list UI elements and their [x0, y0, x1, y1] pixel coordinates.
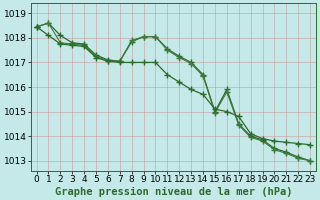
X-axis label: Graphe pression niveau de la mer (hPa): Graphe pression niveau de la mer (hPa)	[55, 186, 292, 197]
